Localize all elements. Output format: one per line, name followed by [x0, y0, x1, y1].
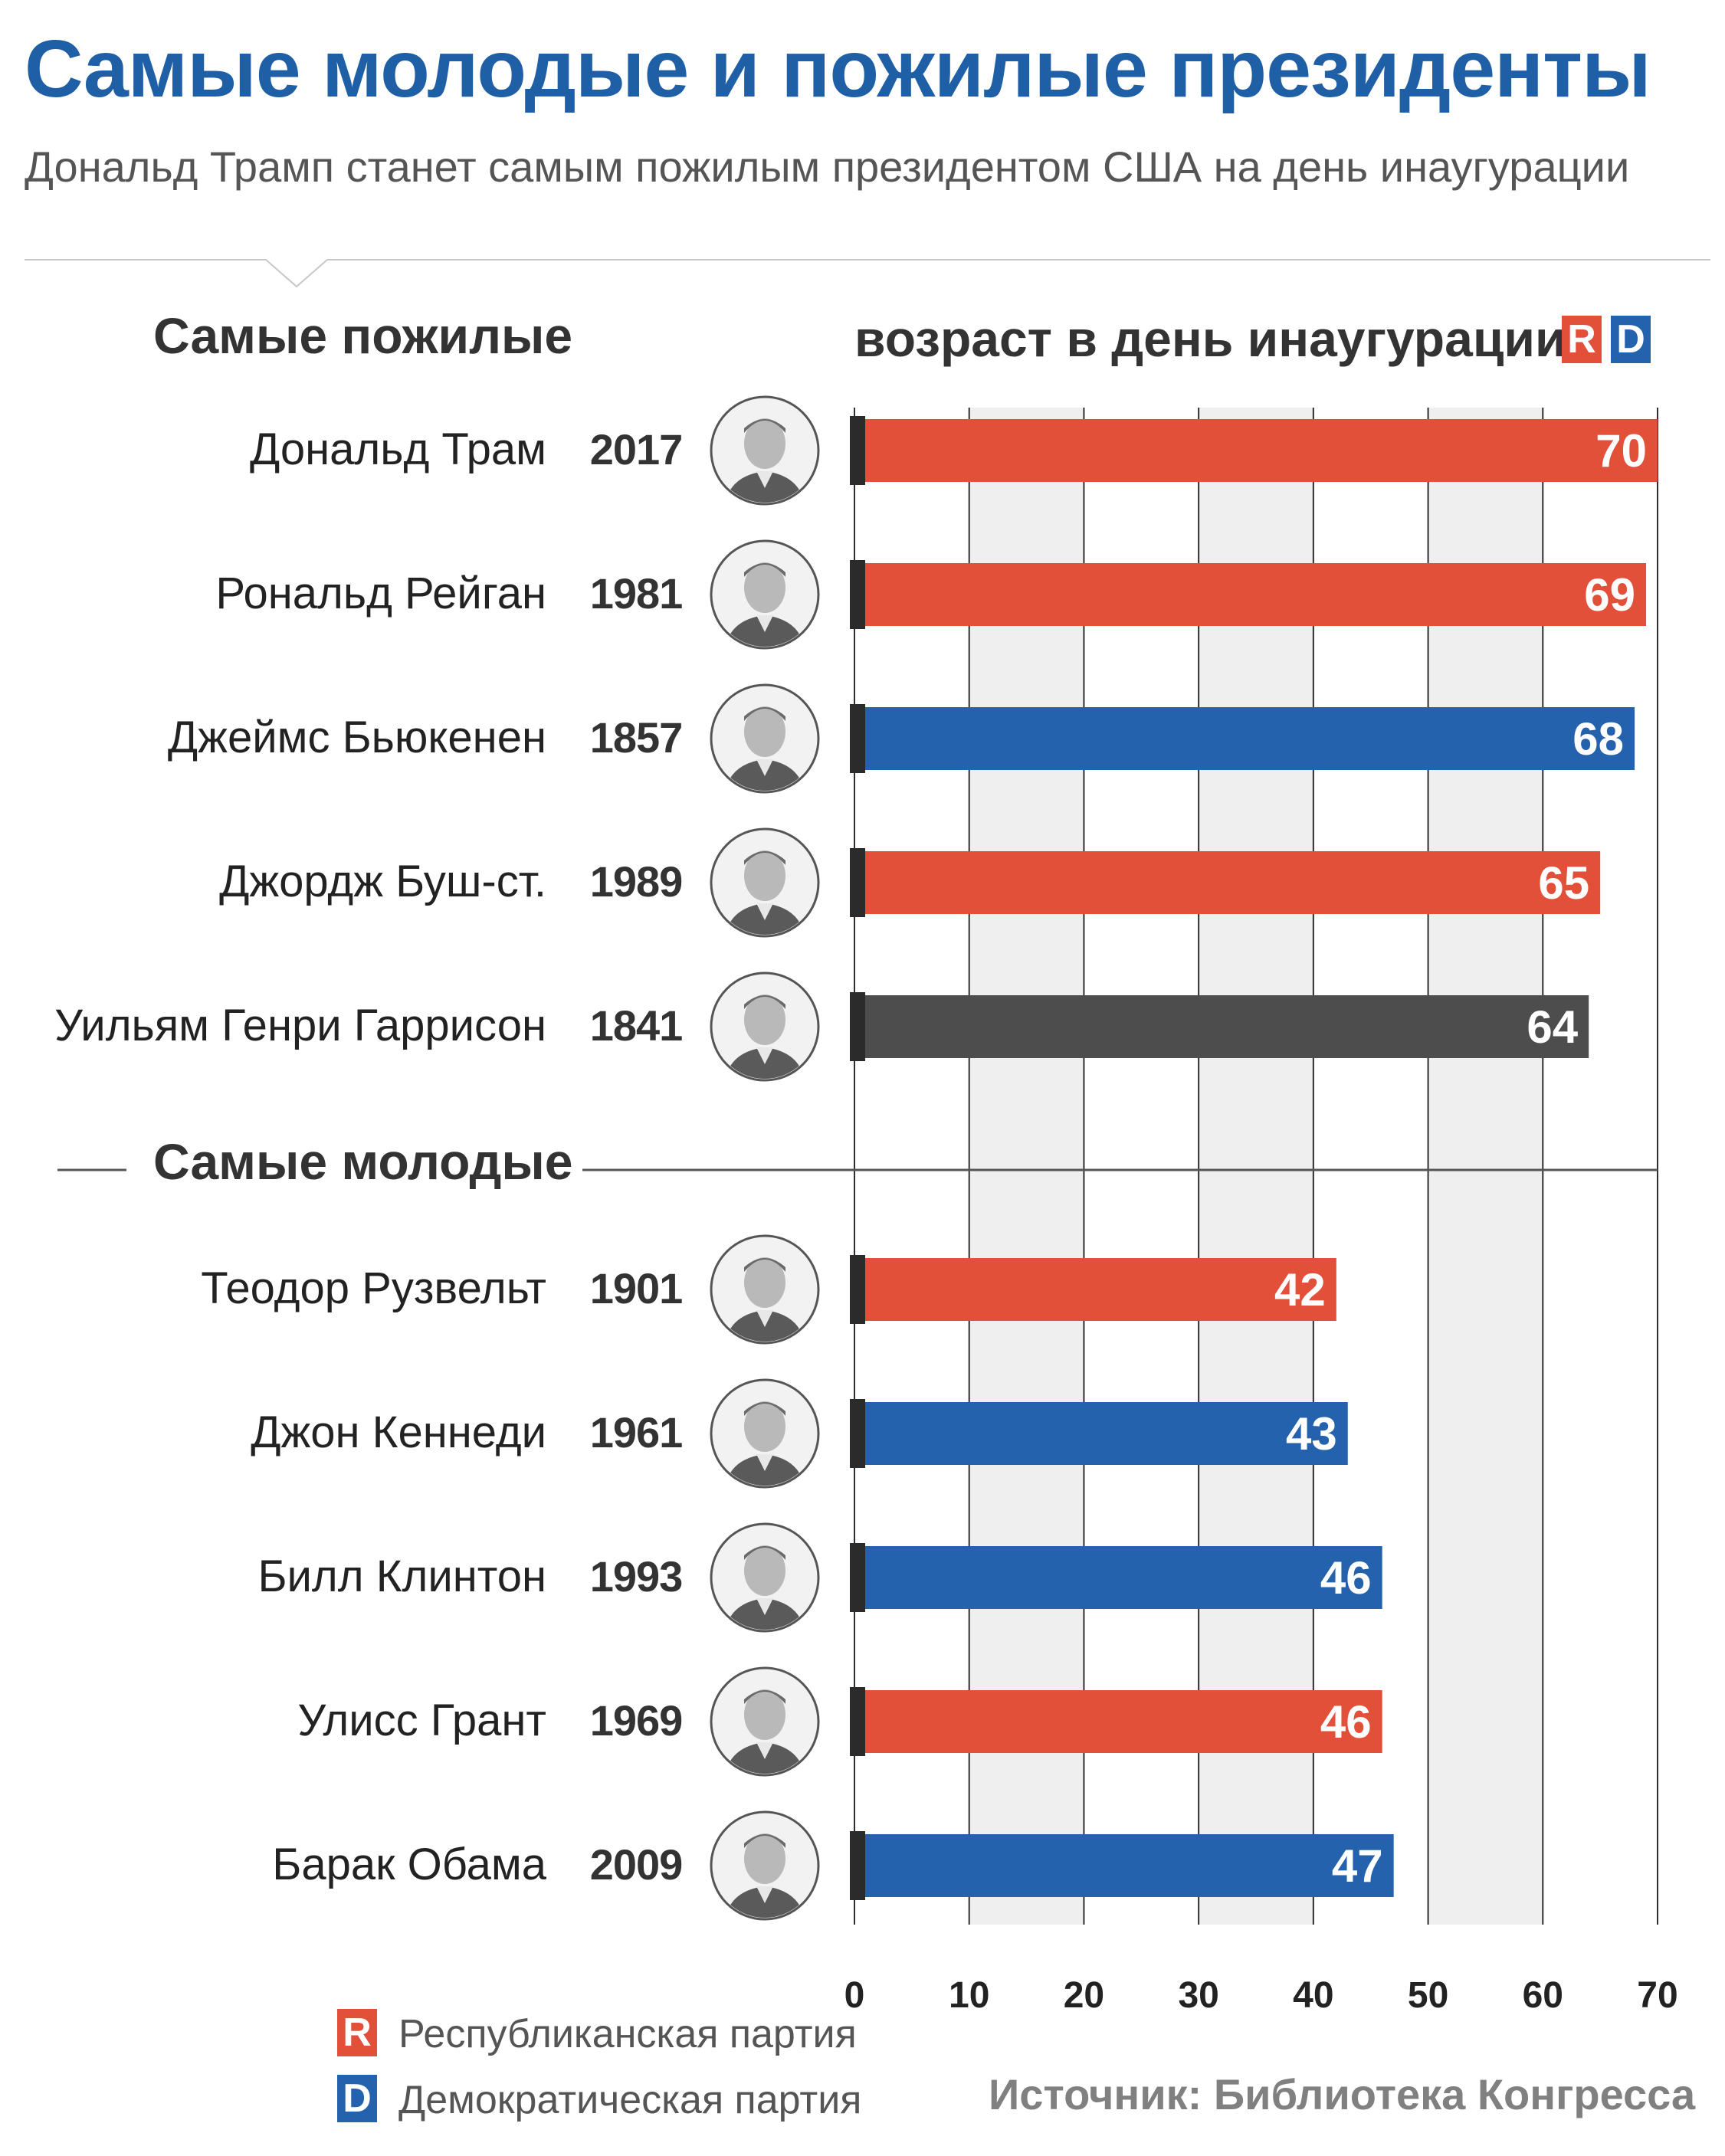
bar-base [850, 992, 865, 1061]
bar-value-label: 42 [1274, 1264, 1326, 1316]
inauguration-year: 1961 [589, 1408, 684, 1456]
portrait-icon [710, 539, 820, 650]
grid-band [1543, 408, 1658, 1925]
bar [854, 707, 1635, 770]
page-subtitle: Дональд Трамп станет самым пожилым прези… [25, 143, 1630, 191]
bar-base [850, 560, 865, 629]
grid-band [969, 408, 1084, 1925]
bar-value-label: 46 [1320, 1552, 1372, 1604]
party-chip-r: R [1562, 316, 1602, 363]
bar [854, 1834, 1394, 1897]
source-note: Источник: Библиотека Конгресса [989, 2070, 1696, 2118]
bar [854, 563, 1647, 626]
president-name: Билл Клинтон [257, 1551, 546, 1601]
portrait-icon [710, 827, 820, 938]
x-tick-label: 30 [1178, 1975, 1218, 2016]
inauguration-year: 1989 [589, 857, 684, 906]
president-name: Джордж Буш-ст. [219, 857, 546, 906]
x-tick-label: 20 [1064, 1975, 1104, 2016]
portrait-icon [710, 972, 820, 1082]
bar-base [850, 1687, 865, 1756]
president-name: Джон Кеннеди [251, 1407, 546, 1457]
bar-value-label: 65 [1538, 857, 1589, 909]
section-oldest-heading: Самые пожилые [153, 307, 573, 364]
portrait-icon [710, 395, 820, 506]
portrait-icon [710, 1666, 820, 1777]
bar [854, 851, 1601, 914]
bar-value-label: 43 [1286, 1408, 1337, 1460]
party-chip-d: D [1611, 316, 1651, 363]
president-name: Дональд Трам [249, 424, 546, 474]
grid-band [854, 408, 969, 1925]
bar-base [850, 1543, 865, 1612]
portrait-icon [710, 1234, 820, 1345]
bar-value-label: 47 [1332, 1840, 1383, 1892]
bar-value-label: 64 [1527, 1001, 1578, 1053]
inauguration-year: 2017 [589, 425, 684, 473]
header-divider [25, 259, 1710, 288]
bar [854, 1258, 1336, 1321]
president-name: Рональд Рейган [215, 568, 546, 618]
axis-title: возраст в день инаугурации [854, 310, 1566, 367]
bar-value-label: 68 [1573, 713, 1624, 765]
grid-band [1084, 408, 1199, 1925]
inauguration-year: 1969 [589, 1696, 684, 1745]
president-name: Барак Обама [272, 1840, 546, 1889]
grid-band [1428, 408, 1543, 1925]
inauguration-year: 1857 [589, 713, 684, 762]
portrait-icon [710, 1810, 820, 1921]
bar-value-label: 46 [1320, 1696, 1372, 1748]
president-name: Теодор Рузвельт [201, 1263, 546, 1313]
bar-base [850, 704, 865, 773]
portrait-icon [710, 1522, 820, 1633]
bar-base [850, 416, 865, 485]
x-tick-label: 50 [1408, 1975, 1448, 2016]
grid-band [1313, 408, 1428, 1925]
president-name: Улисс Грант [297, 1696, 546, 1745]
x-tick-label: 70 [1637, 1975, 1677, 2016]
bar [854, 419, 1658, 482]
inauguration-year: 1841 [589, 1001, 684, 1050]
portrait-icon [710, 1378, 820, 1489]
bar-value-label: 69 [1584, 569, 1635, 621]
inauguration-year: 1901 [589, 1264, 684, 1312]
bar-base [850, 1399, 865, 1468]
inauguration-year: 2009 [589, 1840, 684, 1889]
section-youngest-heading: Самые молодые [153, 1133, 573, 1190]
bar [854, 1546, 1382, 1609]
grid-band [1199, 408, 1313, 1925]
page-title: Самые молодые и пожилые президенты [25, 24, 1651, 114]
bar [854, 1402, 1348, 1465]
legend-label-republican: Республиканская партия [398, 2012, 857, 2056]
legend-label-democratic: Демократическая партия [398, 2078, 862, 2122]
inauguration-year: 1993 [589, 1552, 684, 1601]
bar-base [850, 1831, 865, 1900]
x-tick-label: 10 [949, 1975, 989, 2016]
president-name: Уильям Генри Гаррисон [54, 1001, 546, 1050]
x-tick-label: 40 [1293, 1975, 1333, 2016]
bar-value-label: 70 [1595, 425, 1647, 477]
x-tick-label: 60 [1523, 1975, 1563, 2016]
legend-chip-d: D [337, 2075, 377, 2122]
president-name: Джеймс Бьюкенен [167, 713, 546, 762]
x-tick-label: 0 [844, 1975, 865, 2016]
portrait-icon [710, 683, 820, 794]
bar-base [850, 848, 865, 917]
inauguration-year: 1981 [589, 569, 684, 618]
bar-base [850, 1255, 865, 1324]
bar [854, 1690, 1382, 1753]
legend-chip-r: R [337, 2009, 377, 2056]
bar [854, 995, 1589, 1058]
